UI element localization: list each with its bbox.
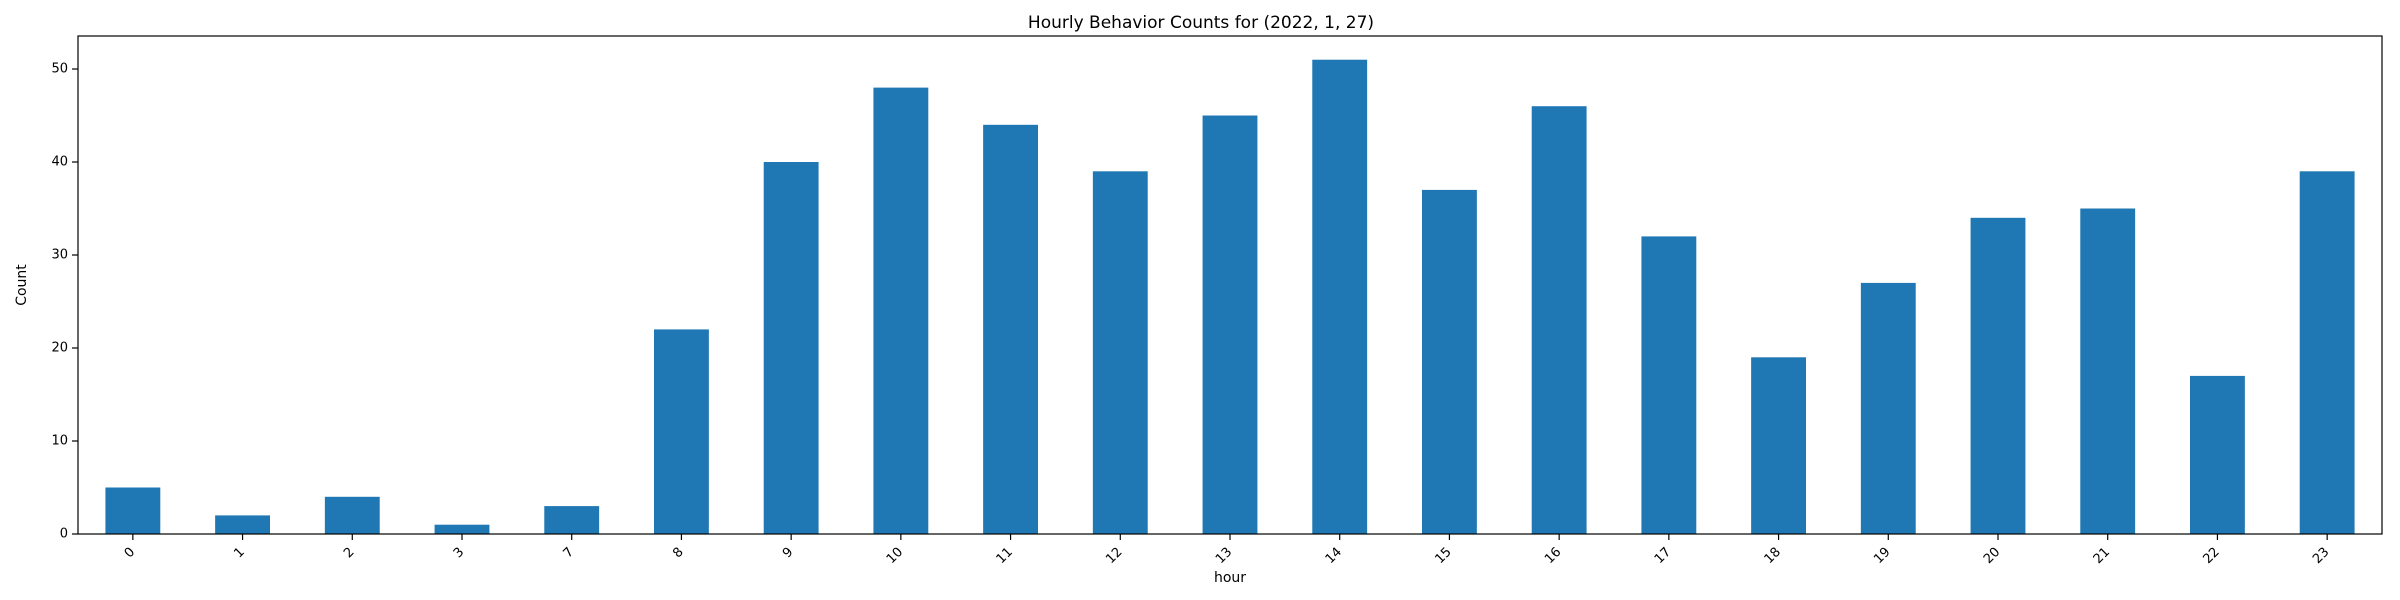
bar-1: [215, 515, 270, 534]
y-axis-label: Count: [14, 264, 30, 306]
bar-9: [763, 162, 819, 534]
bars-group: [105, 59, 2355, 535]
x-tick-label: 15: [1432, 545, 1454, 567]
x-tick-label: 8: [670, 545, 686, 561]
chart-title: Hourly Behavior Counts for (2022, 1, 27): [1028, 13, 1374, 33]
bar-10: [873, 87, 929, 534]
y-axis-ticks: 0 10 20 30 40 50: [51, 62, 78, 542]
y-tick-label: 20: [51, 341, 68, 356]
x-tick-label: 11: [994, 545, 1016, 567]
x-tick-label: 2: [341, 545, 357, 561]
x-tick-label: 14: [1323, 545, 1345, 567]
bar-11: [983, 124, 1038, 535]
x-tick-label: 12: [1103, 545, 1125, 567]
bar-23: [2299, 171, 2355, 535]
bar-0: [105, 487, 161, 534]
x-tick-label: 23: [2310, 545, 2332, 567]
bar-7: [544, 506, 600, 534]
x-tick-label: 1: [231, 545, 247, 561]
x-tick-label: 18: [1762, 545, 1784, 567]
x-tick-label: 10: [884, 545, 906, 567]
plot-frame: [77, 35, 2383, 535]
bar-2: [324, 496, 380, 534]
bar-19: [1860, 282, 1916, 534]
bar-21: [2080, 208, 2136, 534]
y-tick-label: 30: [51, 248, 68, 263]
x-tick-label: 0: [122, 545, 138, 561]
y-tick-label: 10: [51, 434, 68, 449]
x-tick-label: 17: [1652, 545, 1674, 567]
bar-8: [654, 329, 709, 534]
y-tick-label: 0: [60, 527, 68, 542]
bar-18: [1751, 357, 1806, 534]
bar-22: [2190, 375, 2245, 534]
x-tick-label: 13: [1213, 545, 1235, 567]
x-tick-label: 7: [561, 545, 577, 561]
x-tick-label: 16: [1542, 545, 1564, 567]
x-tick-label: 22: [2200, 545, 2222, 567]
x-axis-ticks: 0 1 2 3 7 8 9 10 11 12 13 14 15 16 17 18 19 20 21 22 23: [122, 534, 2332, 567]
x-axis-label: hour: [1214, 570, 1246, 586]
bar-3: [434, 524, 490, 534]
x-tick-label: 9: [780, 545, 796, 561]
bar-15: [1422, 189, 1477, 534]
x-tick-label: 3: [451, 545, 467, 561]
y-tick-label: 50: [51, 62, 68, 77]
x-tick-label: 19: [1871, 545, 1893, 567]
bar-17: [1641, 236, 1697, 534]
bar-13: [1202, 115, 1258, 534]
x-tick-label: 21: [2091, 545, 2113, 567]
y-tick-label: 40: [51, 155, 68, 170]
bar-20: [1970, 217, 2026, 535]
bar-12: [1092, 171, 1148, 535]
x-tick-label: 20: [1981, 545, 2003, 567]
bar-14: [1312, 59, 1368, 534]
bar-16: [1531, 106, 1587, 534]
